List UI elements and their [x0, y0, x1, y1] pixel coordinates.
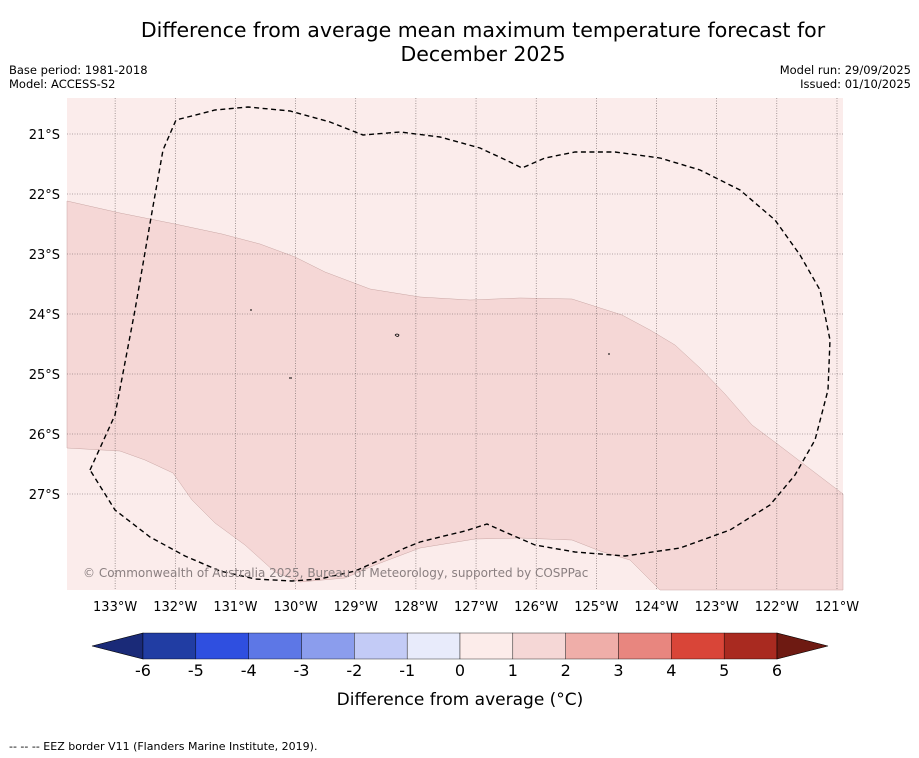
colorbar-tick-label: -4	[241, 661, 257, 680]
colorbar-swatch	[301, 632, 355, 660]
x-tick-label: 133°W	[93, 600, 137, 615]
map-region-high	[66, 200, 844, 591]
x-tick-label: 129°W	[334, 600, 378, 615]
chart-title: Difference from average mean maximum tem…	[100, 18, 866, 66]
x-tick-label: 125°W	[574, 600, 618, 615]
base-period-text: Base period: 1981-2018	[9, 63, 148, 77]
colorbar-swatch	[671, 632, 725, 660]
x-tick-label: 132°W	[153, 600, 197, 615]
y-tick-label: 22°S	[29, 188, 60, 203]
model-text: Model: ACCESS-S2	[9, 77, 116, 91]
colorbar-tick-label: 5	[719, 661, 729, 680]
island-mark	[394, 333, 400, 337]
y-tick-label: 21°S	[29, 128, 60, 143]
colorbar-title: Difference from average (°C)	[337, 690, 584, 710]
colorbar-swatch	[406, 632, 461, 660]
colorbar-tick-label: 2	[561, 661, 571, 680]
x-tick-label: 124°W	[634, 600, 678, 615]
y-tick-label: 23°S	[29, 248, 60, 263]
colorbar-tick-label: 4	[666, 661, 676, 680]
x-tick-label: 130°W	[274, 600, 318, 615]
y-tick-label: 24°S	[29, 308, 60, 323]
x-tick-label: 122°W	[755, 600, 799, 615]
colorbar-tick-label: 6	[772, 661, 782, 680]
y-axis-tick-labels: 21°S 22°S 23°S 24°S 25°S 26°S 27°S	[29, 128, 60, 503]
colorbar-tick-label: -5	[188, 661, 204, 680]
latitude-gridlines	[67, 133, 843, 495]
colorbar-swatch	[723, 632, 778, 660]
colorbar-tick-label: -2	[346, 661, 362, 680]
colorbar-swatch	[195, 632, 249, 660]
meta-left: Base period: 1981-2018 Model: ACCESS-S2	[9, 63, 148, 91]
colorbar-swatch	[618, 632, 672, 660]
colorbar-tick-label: 1	[508, 661, 518, 680]
x-axis-tick-labels: 133°W 132°W 131°W 130°W 129°W 128°W 127°W 126°W…	[93, 600, 859, 615]
colorbar-swatch	[512, 632, 566, 660]
colorbar-tick-labels: -6 -5 -4 -3 -2 -1 0 1 2 3 4 5 6	[135, 661, 782, 680]
x-tick-label: 121°W	[815, 600, 859, 615]
colorbar-swatch	[354, 632, 408, 660]
chart-title-line1: Difference from average mean maximum tem…	[140, 18, 826, 42]
colorbar-swatch	[248, 632, 302, 660]
colorbar-tick-label: -6	[135, 661, 151, 680]
colorbar-tick-label: -1	[399, 661, 415, 680]
x-tick-label: 127°W	[454, 600, 498, 615]
y-tick-label: 26°S	[29, 428, 60, 443]
x-tick-label: 123°W	[695, 600, 739, 615]
x-tick-label: 126°W	[514, 600, 558, 615]
longitude-gridlines	[114, 98, 838, 590]
colorbar-tick-label: 0	[455, 661, 465, 680]
copyright-text: © Commonwealth of Australia 2025, Bureau…	[83, 566, 588, 580]
colorbar-under-arrow	[91, 632, 144, 660]
model-run-text: Model run: 29/09/2025	[779, 63, 911, 77]
chart-title-line2: December 2025	[400, 42, 566, 66]
colorbar-tick-label: -3	[294, 661, 310, 680]
colorbar-swatch	[459, 632, 514, 660]
x-tick-label: 131°W	[213, 600, 257, 615]
colorbar-over-arrow	[776, 632, 829, 660]
meta-right: Model run: 29/09/2025 Issued: 01/10/2025	[780, 63, 911, 91]
colorbar-swatch	[565, 632, 619, 660]
y-tick-label: 25°S	[29, 368, 60, 383]
y-tick-label: 27°S	[29, 488, 60, 503]
colorbar-tick-label: 3	[613, 661, 623, 680]
colorbar	[91, 632, 829, 660]
eez-footer-note: -- -- -- EEZ border V11 (Flanders Marine…	[9, 740, 318, 753]
issued-text: Issued: 01/10/2025	[800, 77, 911, 91]
x-tick-label: 128°W	[394, 600, 438, 615]
colorbar-swatch	[142, 632, 197, 660]
